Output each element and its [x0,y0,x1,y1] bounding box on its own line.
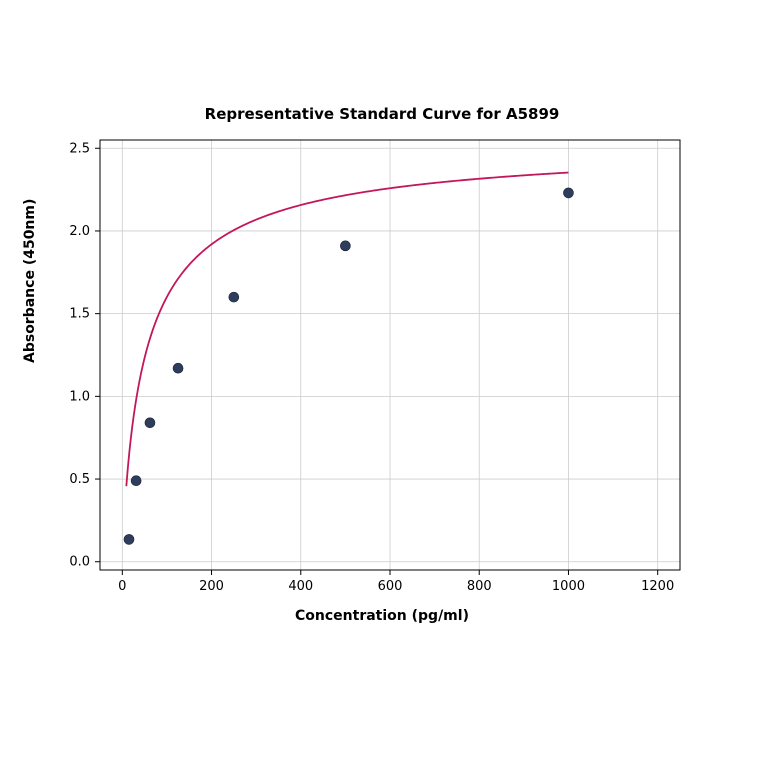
y-tick-label: 1.0 [69,389,90,404]
x-tick-label: 600 [378,579,403,594]
data-point [131,476,141,486]
y-tick-label: 1.5 [69,307,90,322]
x-axis-label: Concentration (pg/ml) [0,608,764,624]
y-tick-label: 2.5 [69,141,90,156]
data-point [229,292,239,302]
x-tick-label: 200 [199,579,224,594]
y-tick-label: 0.0 [69,555,90,570]
data-point [563,188,573,198]
y-axis-label: Absorbance (450nm) [22,199,38,363]
x-tick-label: 800 [467,579,492,594]
fitted-curve [126,173,568,487]
chart-svg: 0200400600800100012000.00.51.01.52.02.5 [100,140,680,570]
data-point [340,241,350,251]
x-tick-label: 0 [118,579,126,594]
data-point [124,534,134,544]
y-tick-label: 0.5 [69,472,90,487]
x-tick-label: 1200 [641,579,674,594]
x-tick-label: 1000 [552,579,585,594]
chart-plot-area: 0200400600800100012000.00.51.01.52.02.5 [100,140,680,570]
data-point [173,363,183,373]
chart-title: Representative Standard Curve for A5899 [0,105,764,123]
data-point [145,418,155,428]
y-tick-label: 2.0 [69,224,90,239]
x-tick-label: 400 [288,579,313,594]
